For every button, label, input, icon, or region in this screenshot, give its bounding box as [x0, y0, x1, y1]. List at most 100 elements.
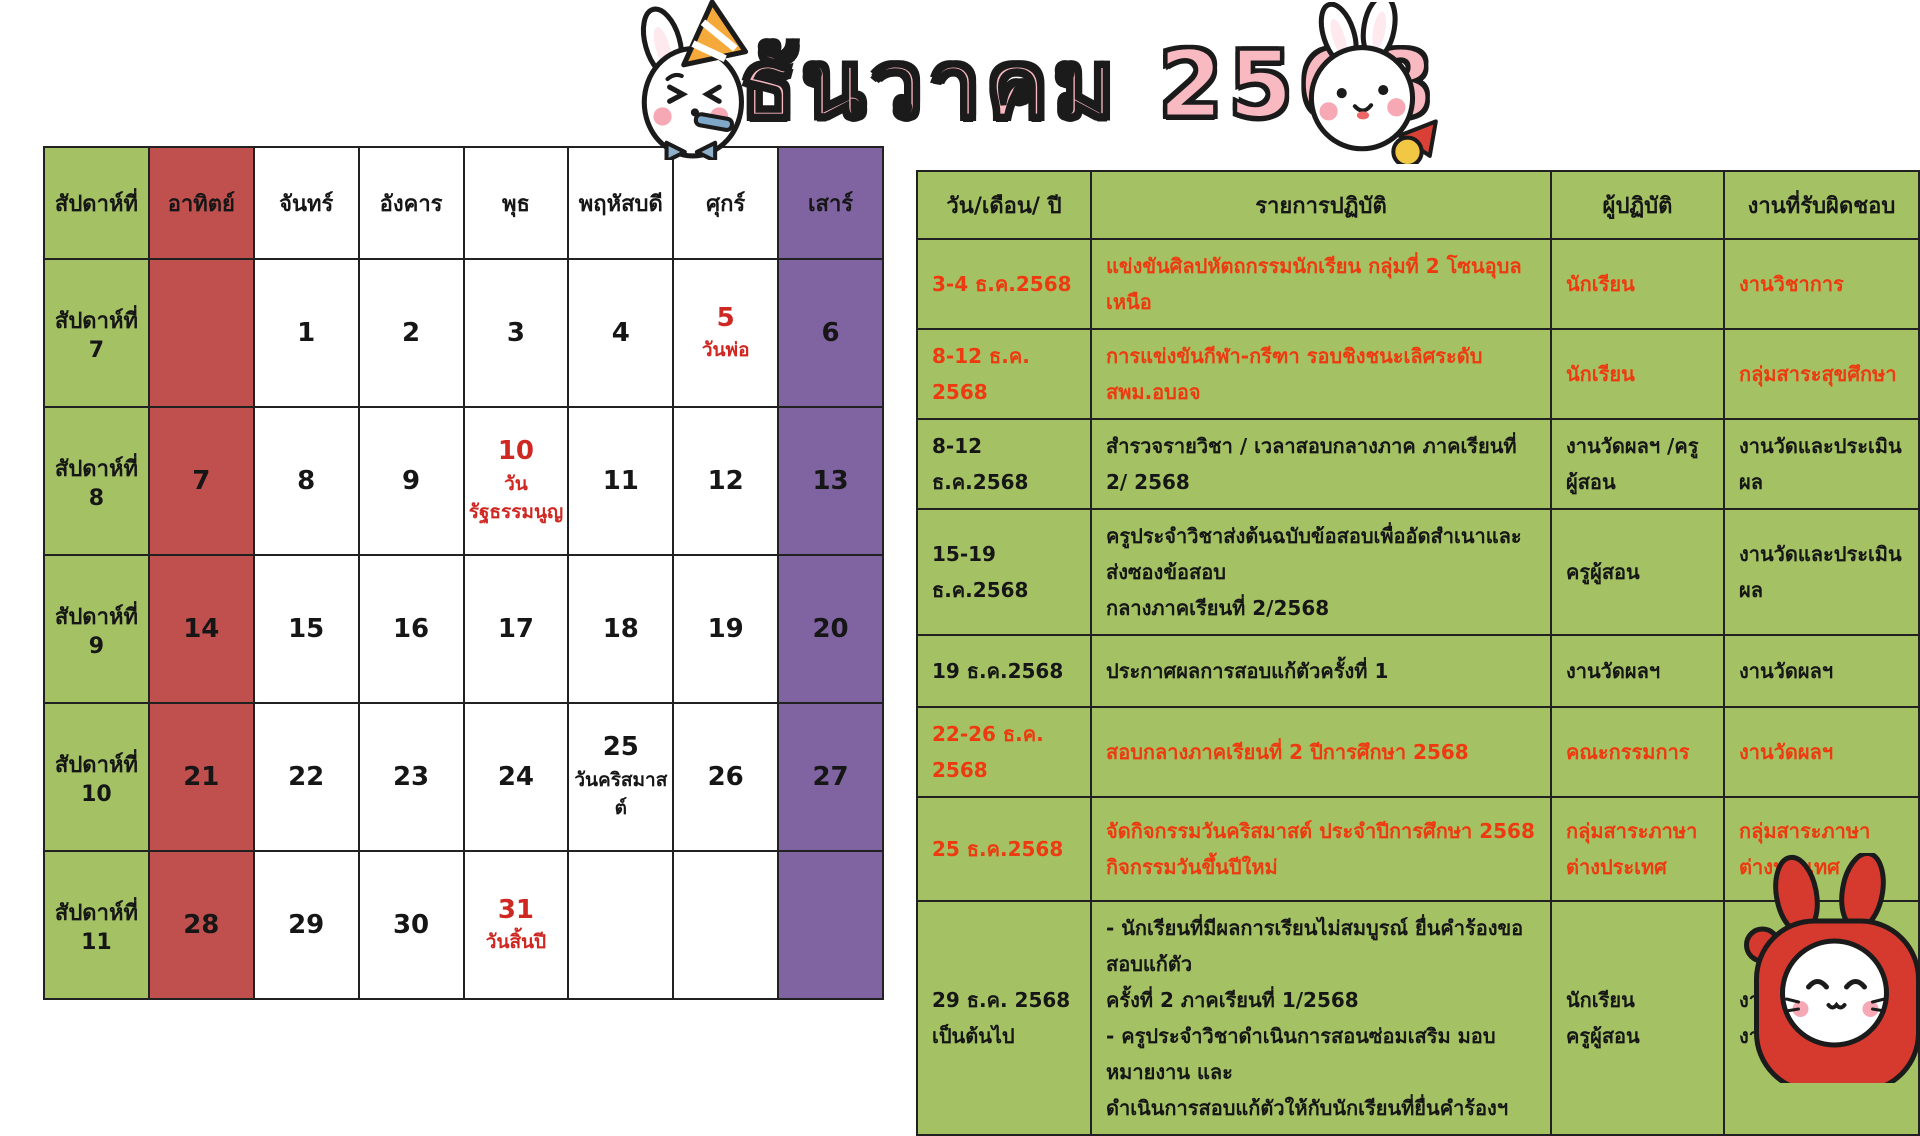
- week-label-cell: สัปดาห์ที่ 11: [43, 850, 150, 1000]
- schedule-person-cell: ครูผู้สอน: [1550, 508, 1725, 636]
- schedule-activity-cell: ประกาศผลการสอบแก้ตัวครั้งที่ 1: [1090, 634, 1552, 708]
- calendar-week-row: สัปดาห์ที่ 11 28 29 30 31 วันสิ้นปี: [43, 850, 884, 1000]
- calendar-week-row: สัปดาห์ที่ 8 7 8 9 10 วัน รัฐธรรมนูญ 11 12 13: [43, 406, 884, 556]
- schedule-person-cell: กลุ่มสาระภาษาต่างประเทศ: [1550, 796, 1725, 902]
- day-cell: 16: [357, 554, 465, 704]
- calendar-table: สัปดาห์ที่ อาทิตย์ จันทร์ อังคาร พุธ พฤหัสบดี…: [43, 146, 884, 1000]
- day-cell: 12: [672, 406, 780, 556]
- day-number: 30: [392, 909, 430, 940]
- day-cell: 22: [252, 702, 360, 852]
- day-number: 4: [611, 317, 630, 348]
- schedule-row: 8-12 ธ.ค. 2568 การแข่งขันกีฬา-กรีฑา รอบชิ…: [916, 328, 1920, 420]
- day-number: 23: [392, 761, 430, 792]
- calendar-header-cell-0: สัปดาห์ที่: [43, 146, 150, 260]
- schedule-body: 3-4 ธ.ค.2568 แข่งขันศิลปหัตถกรรมนักเรียน …: [916, 238, 1920, 1136]
- schedule-responsible-cell: งานวัดผลฯ: [1723, 634, 1920, 708]
- day-cell: 5 วันพ่อ: [672, 258, 780, 408]
- day-number: 3: [506, 317, 525, 348]
- schedule-row: 19 ธ.ค.2568 ประกาศผลการสอบแก้ตัวครั้งที่ …: [916, 634, 1920, 708]
- schedule-date-cell: 29 ธ.ค. 2568 เป็นต้นไป: [916, 900, 1092, 1136]
- day-number: 19: [707, 613, 744, 644]
- day-number: 17: [497, 613, 535, 644]
- schedule-date-cell: 15-19 ธ.ค.2568: [916, 508, 1092, 636]
- schedule-header-row: วัน/เดือน/ ปี รายการปฏิบัติ ผู้ปฏิบัติ งานท…: [916, 170, 1920, 240]
- day-cell: 7: [147, 406, 255, 556]
- day-cell: 3: [462, 258, 570, 408]
- schedule-date-cell: 8-12 ธ.ค. 2568: [916, 328, 1092, 420]
- schedule-header-cell-1: รายการปฏิบัติ: [1090, 170, 1552, 240]
- day-number: 16: [392, 613, 430, 644]
- schedule-date-cell: 8-12 ธ.ค.2568: [916, 418, 1092, 510]
- day-number: 6: [821, 317, 840, 348]
- week-label-cell: สัปดาห์ที่ 9: [43, 554, 150, 704]
- schedule-person-cell: งานวัดผลฯ /ครูผู้สอน: [1550, 418, 1725, 510]
- schedule-date-cell: 25 ธ.ค.2568: [916, 796, 1092, 902]
- schedule-date-cell: 3-4 ธ.ค.2568: [916, 238, 1092, 330]
- day-cell: 31 วันสิ้นปี: [462, 850, 570, 1000]
- day-number: 10: [497, 436, 535, 467]
- day-cell: [147, 258, 255, 408]
- day-number: 31: [497, 894, 535, 925]
- calendar-week-row: สัปดาห์ที่ 7 1 2 3 4 5 วันพ่อ 6: [43, 258, 884, 408]
- rabbit-party-hat-sticker: [640, 0, 749, 160]
- day-number: 1: [297, 317, 316, 348]
- day-cell: 13: [777, 406, 884, 556]
- calendar-header-cell-3: อังคาร: [357, 146, 465, 260]
- day-number: 14: [183, 613, 220, 644]
- day-cell: 25 วันคริสมาสต์: [567, 702, 675, 852]
- day-number: 5: [716, 302, 735, 333]
- day-cell: 10 วัน รัฐธรรมนูญ: [462, 406, 570, 556]
- week-label-cell: สัปดาห์ที่ 8: [43, 406, 150, 556]
- schedule-row: 3-4 ธ.ค.2568 แข่งขันศิลปหัตถกรรมนักเรียน …: [916, 238, 1920, 330]
- day-cell: 6: [777, 258, 884, 408]
- day-cell: 19: [672, 554, 780, 704]
- day-cell: 28: [147, 850, 255, 1000]
- schedule-date-cell: 19 ธ.ค.2568: [916, 634, 1092, 708]
- day-number: 9: [402, 465, 421, 496]
- calendar-week-row: สัปดาห์ที่ 9 14 15 16 17 18 19 20: [43, 554, 884, 704]
- day-cell: [567, 850, 675, 1000]
- day-cell: 17: [462, 554, 570, 704]
- day-cell: 14: [147, 554, 255, 704]
- schedule-person-cell: งานวัดผลฯ: [1550, 634, 1725, 708]
- calendar-header-cell-7: เสาร์: [777, 146, 884, 260]
- schedule-person-cell: นักเรียน ครูผู้สอน: [1550, 900, 1725, 1136]
- day-number: 20: [812, 613, 849, 644]
- day-note: วันพ่อ: [701, 339, 750, 361]
- day-number: 15: [288, 613, 325, 644]
- day-number: 13: [812, 465, 849, 496]
- page-title: ธันวาคม 2568: [739, 30, 1439, 140]
- calendar-header-cell-2: จันทร์: [252, 146, 360, 260]
- day-note: วันคริสมาสต์: [574, 768, 668, 820]
- schedule-activity-cell: แข่งขันศิลปหัตถกรรมนักเรียน กลุ่มที่ 2 โ…: [1090, 238, 1552, 330]
- day-number: 28: [183, 909, 220, 940]
- schedule-responsible-cell: งานวัดและประเมินผล: [1723, 508, 1920, 636]
- day-number: 18: [602, 613, 639, 644]
- schedule-activity-cell: สำรวจรายวิชา / เวลาสอบกลางภาค ภาคเรียนที…: [1090, 418, 1552, 510]
- schedule-responsible-cell: กลุ่มสาระสุขศึกษา: [1723, 328, 1920, 420]
- day-number: 26: [707, 761, 744, 792]
- schedule-header-cell-2: ผู้ปฏิบัติ: [1550, 170, 1725, 240]
- day-number: 12: [707, 465, 744, 496]
- schedule-row: 15-19 ธ.ค.2568 ครูประจำวิชาส่งต้นฉบับข้อส…: [916, 508, 1920, 636]
- schedule-header-cell-3: งานที่รับผิดชอบ: [1723, 170, 1920, 240]
- schedule-person-cell: นักเรียน: [1550, 328, 1725, 420]
- day-cell: 21: [147, 702, 255, 852]
- schedule-activity-cell: การแข่งขันกีฬา-กรีฑา รอบชิงชนะเลิศระดับ …: [1090, 328, 1552, 420]
- schedule-responsible-cell: กลุ่มสาระภาษาต่างประเทศ: [1723, 796, 1920, 902]
- day-cell: 18: [567, 554, 675, 704]
- day-number: 2: [402, 317, 421, 348]
- day-cell: 9: [357, 406, 465, 556]
- schedule-activity-cell: จัดกิจกรรมวันคริสมาสต์ ประจำปีการศึกษา 2…: [1090, 796, 1552, 902]
- day-cell: 26: [672, 702, 780, 852]
- day-note: วันสิ้นปี: [485, 931, 547, 953]
- schedule-row: 25 ธ.ค.2568 จัดกิจกรรมวันคริสมาสต์ ประจำป…: [916, 796, 1920, 902]
- day-cell: 15: [252, 554, 360, 704]
- day-number: 21: [183, 761, 220, 792]
- day-cell: 8: [252, 406, 360, 556]
- rabbit-popper-sticker: [1308, 2, 1438, 164]
- day-number: 7: [192, 465, 211, 496]
- day-number: 27: [812, 761, 849, 792]
- day-cell: 2: [357, 258, 465, 408]
- rabbit-red-hood-sticker: [1744, 853, 1920, 1083]
